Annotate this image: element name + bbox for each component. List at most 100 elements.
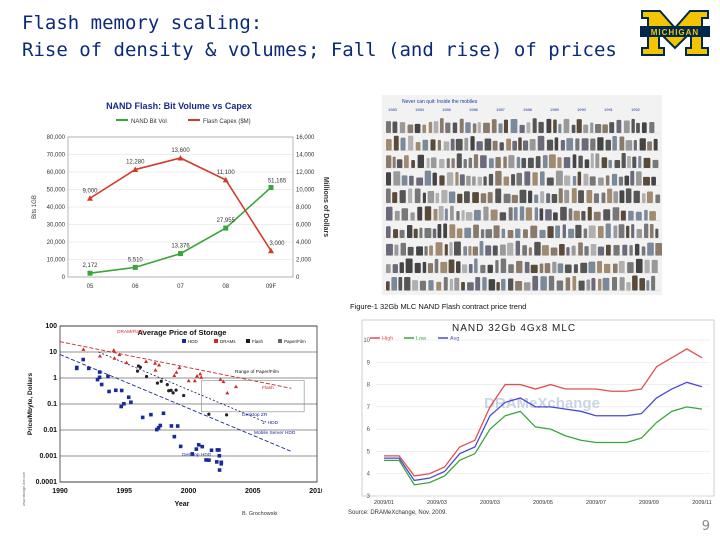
phone-thumbnail <box>488 279 496 291</box>
phone-thumbnail <box>624 175 630 186</box>
phone-thumbnail <box>468 245 472 256</box>
chart2-dram-point <box>112 356 117 360</box>
chart2-ytick: 0.0001 <box>36 479 58 486</box>
chart2-hdd-point <box>169 424 174 428</box>
chart1-y2tick: 16,000 <box>296 135 315 141</box>
phone-thumbnail <box>588 225 596 238</box>
chart-nand-price-trend-svg: Figure-1 32Gb MLC NAND Flash contract pr… <box>348 302 715 516</box>
phone-thumbnail <box>643 176 650 186</box>
chart1-plot-frame <box>67 136 294 278</box>
phone-thumbnail <box>398 276 403 291</box>
phone-thumbnail <box>386 243 393 256</box>
phone-thumbnail <box>496 281 500 291</box>
phone-thumbnail <box>386 155 392 168</box>
chart2-hdd-point <box>86 366 91 371</box>
chart1-point <box>222 176 229 183</box>
phone-thumbnail <box>407 124 414 133</box>
phone-thumbnail <box>455 171 459 186</box>
phone-thumbnail <box>466 175 471 186</box>
phone-thumbnail <box>639 138 646 151</box>
phone-thumbnail <box>508 155 515 168</box>
phone-thumbnail <box>548 154 556 168</box>
chart2-xtick: 2005 <box>245 488 261 495</box>
phone-thumbnail <box>483 206 489 221</box>
chart3-ytick: 5 <box>367 449 371 455</box>
chart2-hdd-point <box>172 434 177 439</box>
chart2-hdd-point <box>194 447 199 451</box>
phone-thumbnail <box>416 246 423 256</box>
phone-thumbnail <box>636 122 640 133</box>
chart2-flash-point <box>135 369 140 373</box>
phone-thumbnail <box>456 261 461 273</box>
phone-thumbnail <box>618 224 625 238</box>
phone-thumbnail <box>655 194 661 203</box>
phone-thumbnail <box>555 170 563 186</box>
phone-thumbnail <box>487 264 493 273</box>
phone-thumbnail <box>526 122 531 133</box>
phone-thumbnail <box>462 264 468 273</box>
phone-thumbnail <box>394 244 399 256</box>
phone-thumbnail <box>503 119 509 133</box>
chart2-hdd-point <box>75 365 79 370</box>
phone-thumbnail <box>557 263 564 273</box>
phone-thumbnail <box>631 224 635 238</box>
chart3-legend-label: Low <box>416 336 426 342</box>
phone-thumbnail <box>456 153 462 168</box>
phone-thumbnail <box>499 142 504 151</box>
phone-thumbnail <box>586 279 591 291</box>
phone-thumbnail <box>598 177 604 186</box>
phone-thumbnail <box>575 138 580 151</box>
phone-thumbnail <box>550 247 558 256</box>
phone-thumbnail <box>636 229 642 238</box>
phone-thumbnail <box>512 140 517 151</box>
chart1-data-label: 9,000 <box>82 188 98 194</box>
phone-thumbnail <box>612 277 618 291</box>
chart2-hdd-point <box>126 395 131 400</box>
phone-thumbnail <box>392 156 396 168</box>
chart2-hdd-point <box>140 415 145 420</box>
phone-thumbnail <box>430 157 437 168</box>
phone-thumbnail <box>444 208 448 221</box>
phone-thumbnail <box>636 171 642 186</box>
phone-thumbnail <box>459 174 465 186</box>
phone-thumbnail <box>635 258 643 273</box>
phone-thumbnail <box>589 176 596 186</box>
phone-thumbnail <box>427 263 434 273</box>
phone-thumbnail <box>593 193 600 203</box>
chart2-dram-point <box>199 375 204 379</box>
phone-thumbnail <box>432 228 437 238</box>
phone-thumbnail <box>546 118 552 133</box>
phone-thumbnail <box>454 277 460 291</box>
mosaic-header: Never can quit: Inside the mobiles <box>402 99 478 105</box>
chart2-flash-point <box>224 413 229 417</box>
phone-thumbnail <box>611 173 618 186</box>
phone-thumbnail <box>552 261 557 273</box>
chart2-xtick: 2010 <box>309 488 322 495</box>
phone-thumbnail <box>465 212 473 221</box>
chart1-data-label: 13,376 <box>171 244 190 250</box>
phone-thumbnail <box>555 225 561 238</box>
chart1-y2tick: 4,000 <box>296 240 312 246</box>
phone-thumbnail <box>639 278 646 291</box>
phone-thumbnail <box>534 194 539 203</box>
phone-thumbnail <box>605 175 610 186</box>
phone-thumbnail <box>429 245 433 256</box>
phone-thumbnail <box>430 139 436 151</box>
phone-thumbnail <box>449 278 453 291</box>
phone-thumbnail <box>608 159 612 168</box>
phone-thumbnail <box>399 229 405 238</box>
phone-thumbnail <box>629 245 633 256</box>
chart2-hdd-point <box>209 448 214 453</box>
chart2-xlabel: Year <box>175 501 190 508</box>
mosaic-year-label: 1990 <box>577 107 587 112</box>
phone-thumbnail <box>628 210 634 221</box>
chart1-y2tick: 8,000 <box>296 205 312 211</box>
chart2-annotation: Flash <box>262 385 274 391</box>
chart1-ytick: 10,000 <box>47 258 66 264</box>
phone-thumbnail <box>516 260 523 273</box>
phone-thumbnail <box>603 263 611 273</box>
phone-thumbnail <box>626 282 631 291</box>
phone-thumbnail <box>590 138 596 151</box>
mosaic-year-label: 1987 <box>496 107 506 112</box>
mosaic-year-label: 1983 <box>388 107 398 112</box>
